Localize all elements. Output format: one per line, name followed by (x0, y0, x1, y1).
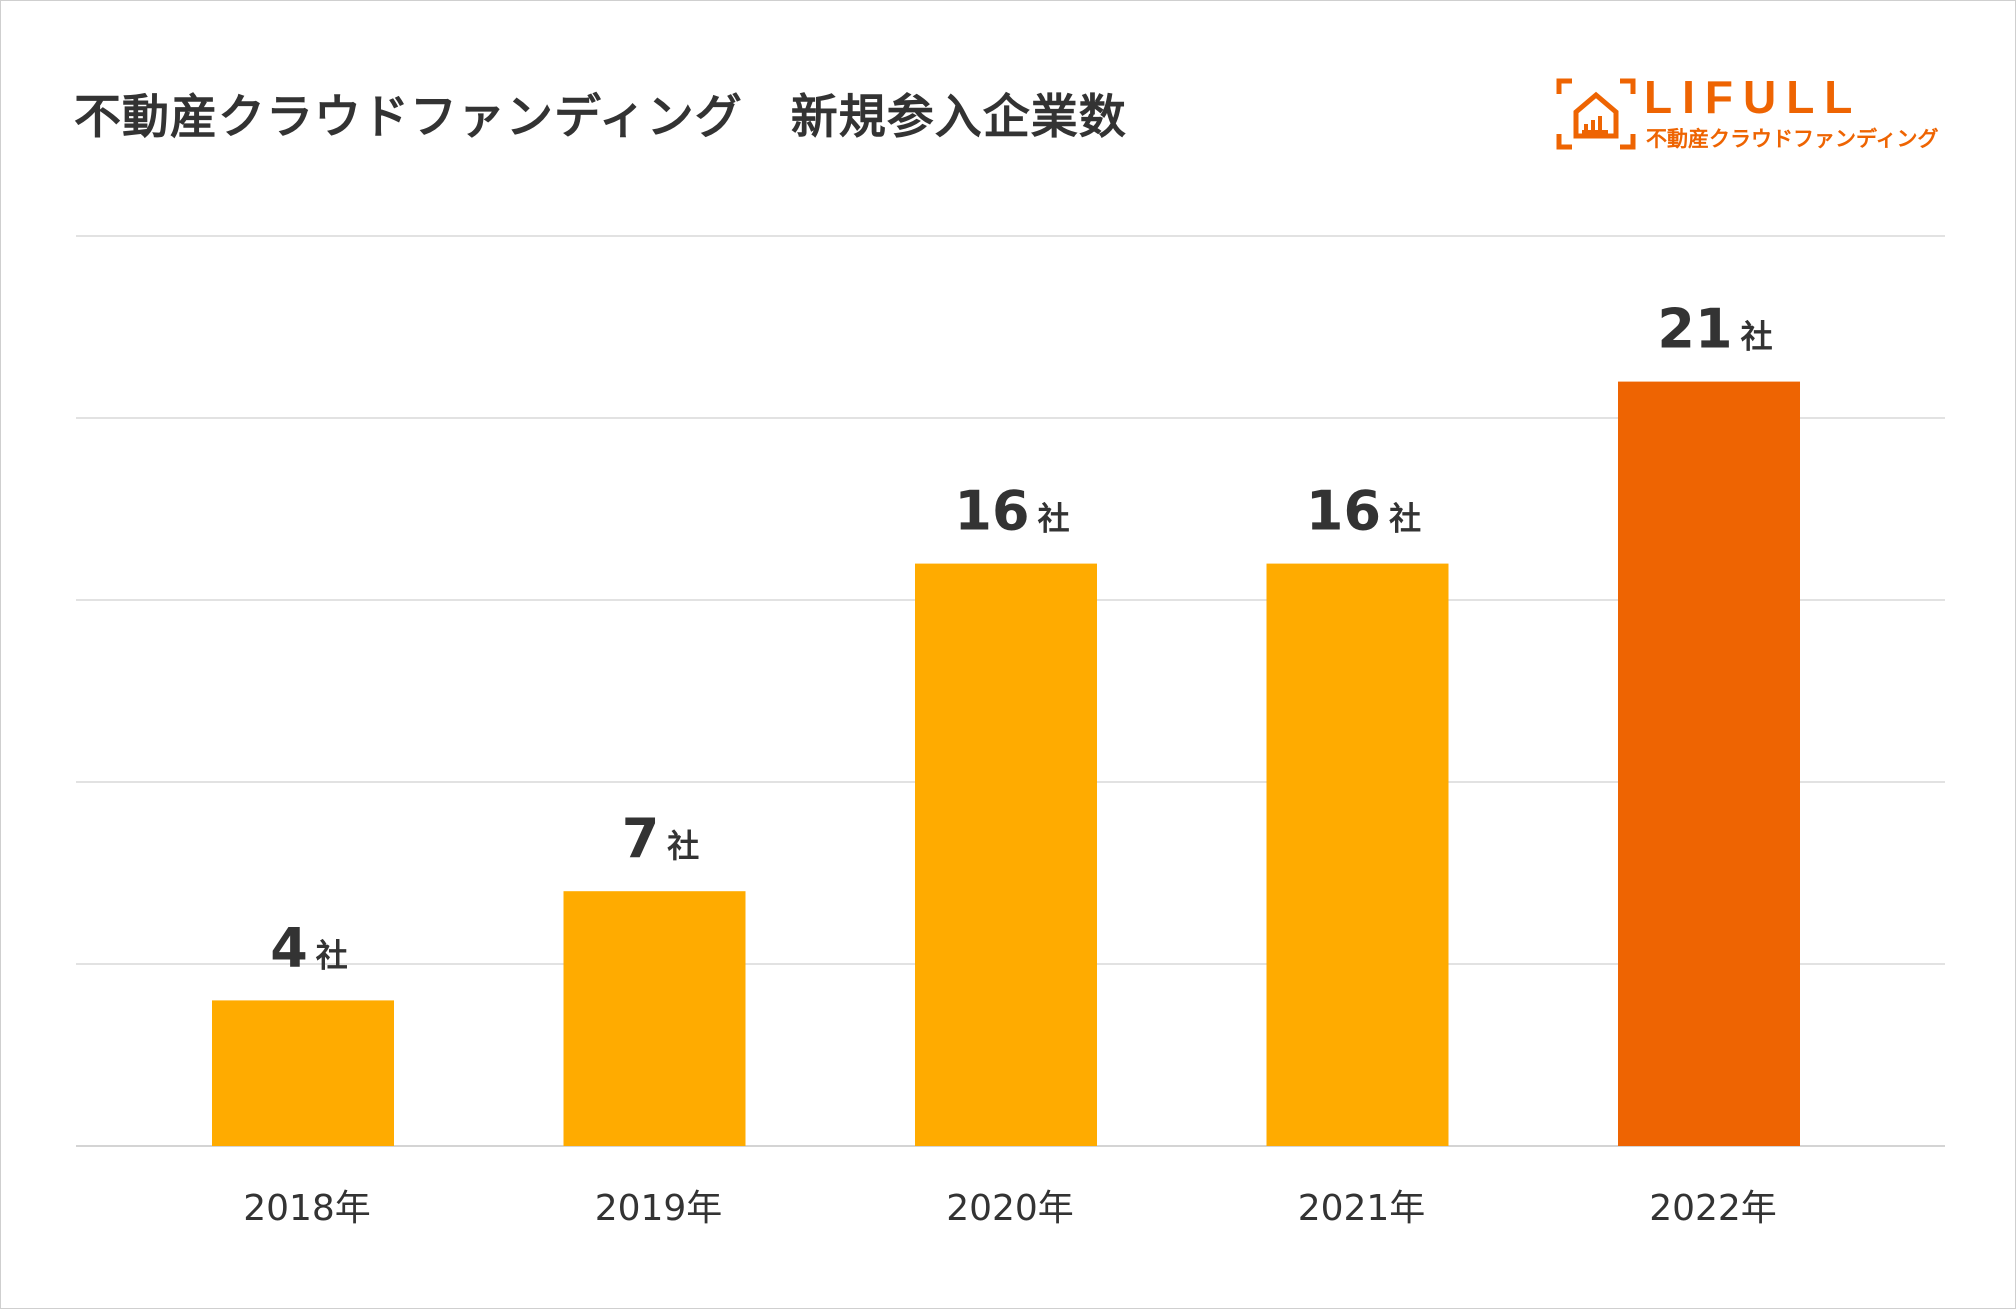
bar (915, 563, 1097, 1146)
data-label-unit: 社 (1741, 318, 1773, 356)
data-label-unit: 社 (1389, 500, 1421, 538)
data-label-value: 21 (1657, 298, 1732, 361)
chart-title: 不動産クラウドファンディング 新規参入企業数 (74, 90, 1127, 145)
data-label-unit: 社 (667, 827, 699, 865)
bar (1618, 381, 1800, 1147)
x-tick-label: 2020年 (946, 1188, 1074, 1229)
data-label-value: 7 (622, 807, 660, 870)
bar (1266, 563, 1449, 1146)
house-chart-icon (1556, 78, 1636, 150)
logo-wordmark: LIFULL (1644, 71, 1863, 123)
x-tick-label: 2018年 (243, 1188, 371, 1229)
data-label: 21 社 (1657, 298, 1772, 361)
data-label-value: 16 (954, 480, 1029, 543)
data-label-value: 4 (270, 916, 308, 979)
lifull-logo: LIFULL 不動産クラウドファンディング (1556, 71, 1956, 151)
data-label-unit: 社 (1038, 500, 1070, 538)
data-label: 16 社 (954, 480, 1069, 543)
x-tick-label: 2021年 (1298, 1188, 1426, 1229)
logo-subtitle: 不動産クラウドファンディング (1646, 127, 1939, 151)
data-label-unit: 社 (316, 936, 348, 974)
x-tick-label: 2022年 (1649, 1188, 1777, 1229)
data-label-value: 16 (1306, 480, 1381, 543)
x-tick-label: 2019年 (595, 1188, 723, 1229)
data-label: 16 社 (1306, 480, 1421, 543)
bar (212, 1000, 394, 1146)
bar (563, 891, 746, 1146)
